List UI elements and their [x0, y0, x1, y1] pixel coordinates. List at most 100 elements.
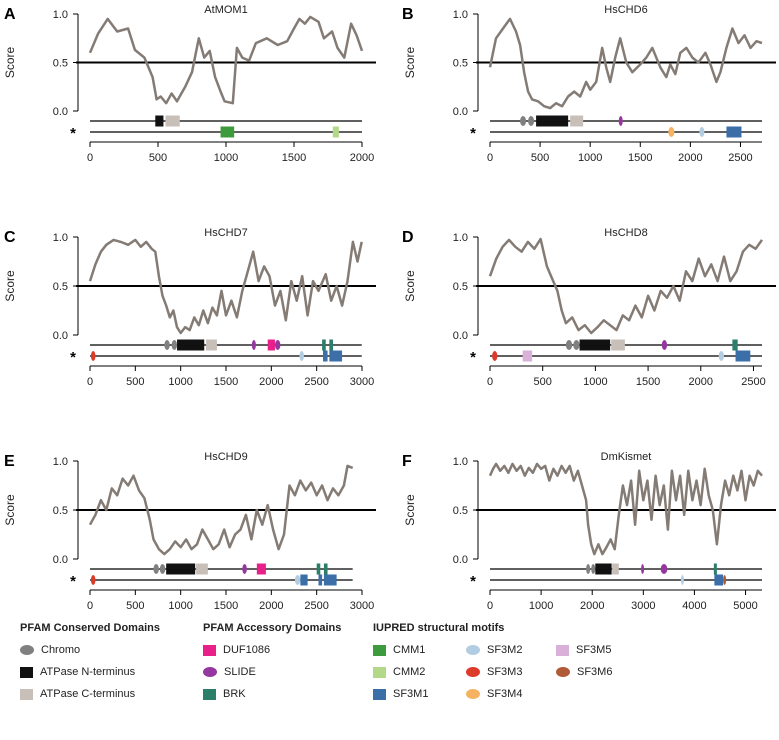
legend-swatch-sf3m3	[466, 667, 480, 677]
legend-item-atpase-n: ATPase N-terminus	[20, 666, 135, 678]
domain-sf3m1	[714, 574, 724, 586]
chart-panel-a: A AtMOM1 Score 0.0 0.5 1.0 * 0 500 1000 1500 2000	[3, 4, 376, 164]
y-tick-label: 0.5	[53, 58, 68, 70]
x-tick-label: 5000	[733, 600, 757, 612]
legend-swatch-sf3m4	[466, 689, 480, 699]
y-tick-label: 0.0	[53, 106, 68, 118]
domain-sf3m2	[294, 575, 301, 585]
panel-letter: C	[4, 229, 16, 246]
y-tick-label: 0.5	[453, 281, 468, 293]
legend-item-sf3m1: SF3M1	[373, 688, 428, 700]
y-tick-label: 0.0	[453, 554, 468, 566]
chart-title: DmKismet	[601, 451, 652, 463]
legend-item-duf1086: DUF1086	[203, 644, 270, 656]
domain-sf3m3	[90, 351, 96, 361]
domain-sf3m1	[735, 350, 751, 362]
domain-sf3m2	[299, 351, 304, 361]
x-tick-label: 3000	[350, 376, 374, 388]
x-tick-label: 1000	[529, 600, 553, 612]
x-tick-label: 1000	[578, 152, 602, 164]
legend-item-cmm1: CMM1	[373, 644, 425, 656]
domain-sf3m1	[726, 126, 742, 138]
x-tick-label: 1000	[214, 152, 238, 164]
x-tick-label: 0	[487, 152, 493, 164]
disorder-profile-line	[88, 15, 364, 105]
domain-chromo	[153, 564, 159, 574]
domain-slide	[641, 564, 645, 574]
asterisk-marker: *	[470, 349, 476, 366]
x-tick-label: 1000	[168, 376, 192, 388]
asterisk-marker: *	[70, 349, 76, 366]
x-tick-label: 4000	[682, 600, 706, 612]
x-tick-label: 1000	[583, 376, 607, 388]
y-tick-label: 1.0	[53, 232, 68, 244]
x-tick-label: 500	[149, 152, 167, 164]
x-tick-label: 1500	[282, 152, 306, 164]
x-tick-label: 2000	[580, 600, 604, 612]
domain-sf3m5	[522, 350, 533, 362]
y-tick-label: 0.0	[53, 330, 68, 342]
domain-sf3m1	[323, 574, 337, 586]
x-tick-label: 1500	[214, 376, 238, 388]
x-tick-label: 0	[87, 600, 93, 612]
chart-panel-f: F DmKismet Score 0.0 0.5 1.0 * 0 1000 2000 3000 400…	[402, 451, 776, 612]
domain-atpase-c-terminus	[165, 115, 180, 127]
domain-chromo	[171, 340, 178, 350]
panel-letter: D	[402, 229, 414, 246]
x-tick-label: 2000	[689, 376, 713, 388]
x-tick-label: 500	[534, 376, 552, 388]
y-tick-label: 0.5	[53, 505, 68, 517]
panel-letter: B	[402, 6, 414, 23]
x-tick-label: 2000	[259, 600, 283, 612]
legend-title-iupred: IUPRED structural motifs	[373, 622, 505, 634]
panel-letter: F	[402, 453, 412, 470]
domain-chromo	[164, 340, 170, 350]
x-tick-label: 3000	[631, 600, 655, 612]
disorder-profile-line	[488, 17, 763, 110]
disorder-profile-line	[88, 238, 363, 335]
x-tick-label: 2500	[304, 600, 328, 612]
x-tick-label: 0	[87, 376, 93, 388]
chart-title: AtMOM1	[204, 4, 247, 16]
chart-panel-c: C HsCHD7 Score 0.0 0.5 1.0 * 0 500 1000 1500 2000 25…	[3, 227, 376, 388]
domain-atpase-n-terminus	[166, 563, 196, 575]
domain-chromo	[528, 116, 535, 126]
x-tick-label: 500	[126, 376, 144, 388]
y-tick-label: 1.0	[453, 232, 468, 244]
legend-swatch-sf3m2	[466, 645, 480, 655]
legend-swatch-brk	[203, 688, 216, 700]
domain-atpase-c-terminus	[570, 115, 584, 127]
legend-item-slide: SLIDE	[203, 666, 256, 678]
y-axis-label: Score	[3, 47, 17, 79]
domain-atpase-n-terminus	[177, 339, 205, 351]
legend-swatch-sf3m5	[556, 644, 569, 656]
y-axis-label: Score	[3, 494, 17, 526]
chart-title: HsCHD8	[604, 227, 647, 239]
x-tick-label: 500	[126, 600, 144, 612]
y-tick-label: 1.0	[453, 456, 468, 468]
disorder-profile-line	[488, 462, 763, 556]
legend-swatch-cmm2	[373, 666, 386, 678]
chart-title: HsCHD6	[604, 4, 647, 16]
disorder-profile-line	[88, 464, 354, 556]
domain-atpase-c-terminus	[196, 563, 208, 575]
domain-sf3m2	[699, 127, 705, 137]
x-tick-label: 3000	[350, 600, 374, 612]
legend-swatch-atpase-c	[20, 688, 33, 700]
domain-slide	[274, 340, 281, 350]
y-axis-label: Score	[403, 494, 417, 526]
x-tick-label: 2500	[304, 376, 328, 388]
x-tick-label: 0	[487, 600, 493, 612]
domain-sf3m2	[680, 575, 684, 585]
domain-brk	[322, 339, 326, 351]
domain-atpase-n-terminus	[536, 115, 569, 127]
domain-slide	[618, 116, 623, 126]
domain-chromo	[520, 116, 527, 126]
domain-slide	[242, 564, 247, 574]
domain-atpase-c-terminus	[611, 339, 625, 351]
panel-letter: A	[4, 6, 16, 23]
domain-atpase-c-terminus	[206, 339, 217, 351]
domain-atpase-n-terminus	[595, 563, 612, 575]
legend: PFAM Conserved Domains Chromo ATPase N-t…	[0, 612, 779, 740]
asterisk-marker: *	[470, 573, 476, 590]
